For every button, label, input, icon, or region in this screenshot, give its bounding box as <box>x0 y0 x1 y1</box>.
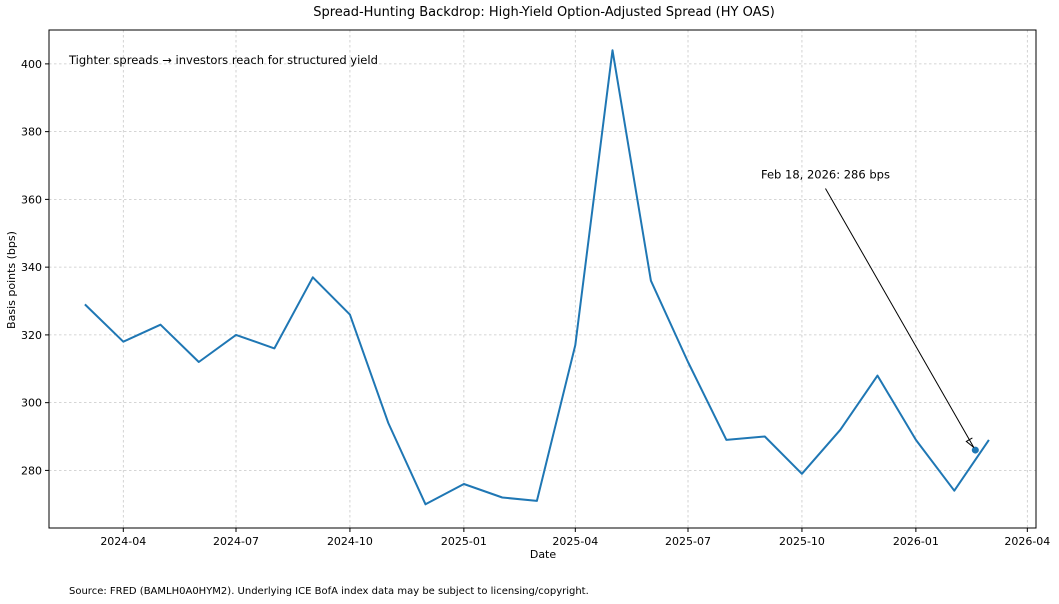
x-tick-label: 2025-04 <box>552 535 598 548</box>
y-tick-label: 340 <box>21 261 42 274</box>
latest-point-marker <box>971 446 979 454</box>
x-tick-label: 2025-07 <box>665 535 711 548</box>
x-tick-label: 2025-01 <box>441 535 487 548</box>
grid-lines <box>49 30 1036 528</box>
y-tick-label: 320 <box>21 329 42 342</box>
source-note: Source: FRED (BAMLH0A0HYM2). Underlying … <box>69 586 589 597</box>
annotation-arrow-line <box>825 188 975 448</box>
y-tick-label: 380 <box>21 126 42 139</box>
y-tick-label: 280 <box>21 464 42 477</box>
x-tick-label: 2026-01 <box>893 535 939 548</box>
y-tick-label: 300 <box>21 397 42 410</box>
plot-frame <box>48 29 1037 529</box>
series-layer <box>84 49 990 506</box>
x-tick-label: 2025-10 <box>779 535 825 548</box>
annotation-arrow-head <box>965 437 975 448</box>
y-tick-label: 360 <box>21 193 42 206</box>
x-tick-label: 2026-04 <box>1004 535 1050 548</box>
x-tick-label: 2024-07 <box>213 535 259 548</box>
x-tick-label: 2024-10 <box>327 535 373 548</box>
y-axis-label: Basis points (bps) <box>5 231 18 329</box>
annotation-label: Feb 18, 2026: 286 bps <box>761 167 890 181</box>
x-tick-label: 2024-04 <box>100 535 146 548</box>
chart-title: Spread-Hunting Backdrop: High-Yield Opti… <box>313 5 775 20</box>
x-axis-label: Date <box>530 548 557 561</box>
hy-oas-line <box>84 49 990 506</box>
y-tick-label: 400 <box>21 58 42 71</box>
chart-note: Tighter spreads → investors reach for st… <box>68 53 378 67</box>
annotation-layer: Feb 18, 2026: 286 bps <box>761 167 979 454</box>
axis-ticks: 280 300 320 340 360 380 400 2024-04 2024-07 2024-… <box>21 58 1050 548</box>
